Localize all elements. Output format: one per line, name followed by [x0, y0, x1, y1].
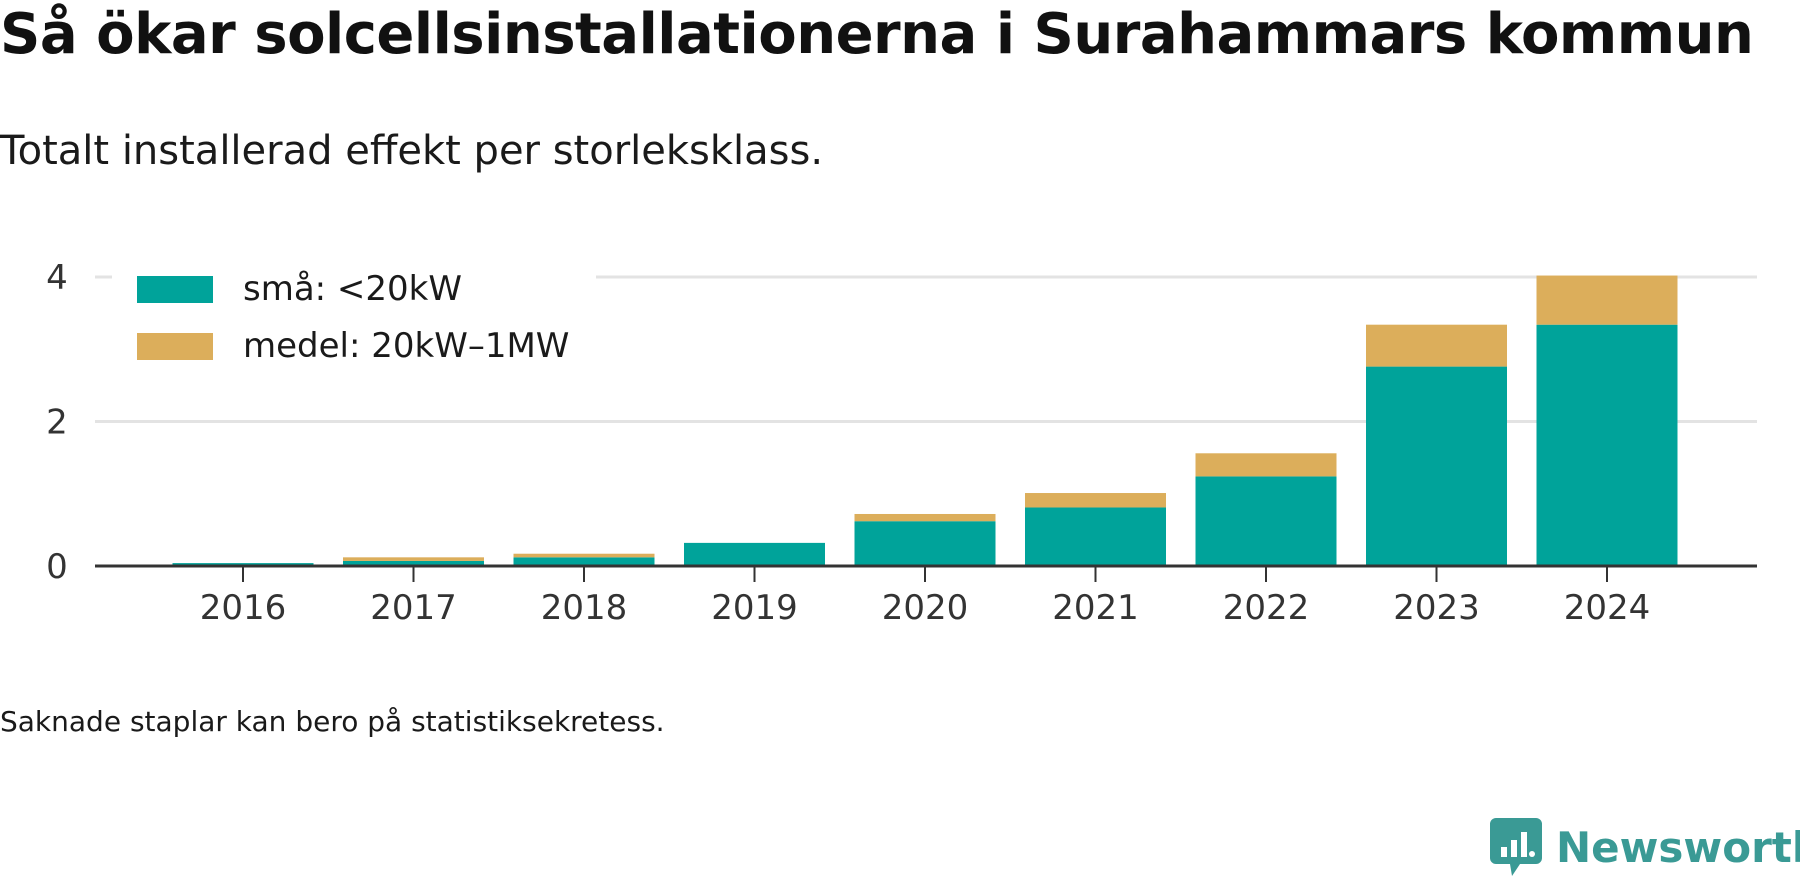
x-tick-label: 2016: [200, 588, 287, 628]
y-tick-label: 4: [46, 258, 68, 298]
bar-segment-medel-2023: [1366, 324, 1507, 367]
x-tick-label: 2023: [1393, 588, 1480, 628]
bar-segment-medel-2024: [1536, 275, 1678, 325]
x-tick-label: 2020: [882, 588, 969, 628]
legend-swatch: [137, 333, 213, 360]
axes: 0 2 4 2016 2017 2018 2019 2020 2021 2022 2023 2024: [46, 258, 1757, 628]
bar-segment-medel-2021: [1025, 493, 1166, 508]
chart-subtitle: Totalt installerad effekt per storlekskl…: [0, 128, 824, 174]
bar-segment-medel-2018: [513, 553, 655, 558]
bar-segment-sma-2018: [513, 557, 655, 566]
x-tick-label: 2021: [1052, 588, 1139, 628]
brand-logo: Newsworthy: [1490, 818, 1800, 876]
y-tick-label: 2: [46, 403, 68, 443]
legend-label: små: <20kW: [243, 269, 462, 309]
x-tick-label: 2017: [370, 588, 457, 628]
legend-swatch: [137, 276, 213, 303]
y-tick-label: 0: [46, 547, 68, 587]
newsworthy-logo-icon: [1490, 818, 1542, 876]
x-tick-label: 2019: [711, 588, 798, 628]
bar-segment-sma-2017: [343, 560, 484, 566]
legend-label: medel: 20kW–1MW: [243, 326, 569, 366]
bar-segment-medel-2017: [343, 557, 484, 561]
chart-title: Så ökar solcellsinstallationerna i Surah…: [0, 2, 1754, 67]
x-tick-label: 2022: [1223, 588, 1310, 628]
brand-name: Newsworthy: [1556, 822, 1800, 872]
x-tick-label: 2024: [1564, 588, 1651, 628]
bar-segment-medel-2022: [1195, 453, 1337, 477]
x-tick-label: 2018: [541, 588, 628, 628]
bar-segment-sma-2019: [684, 542, 825, 566]
bar-segment-medel-2020: [854, 513, 996, 522]
footnote: Saknade staplar kan bero på statistiksek…: [0, 705, 665, 738]
bar-segment-sma-2020: [854, 521, 996, 566]
bar-segment-sma-2021: [1025, 507, 1166, 566]
bar-segment-sma-2022: [1195, 476, 1337, 566]
bars: [172, 275, 1678, 566]
bar-segment-sma-2024: [1536, 324, 1678, 566]
legend: små: <20kW medel: 20kW–1MW: [112, 256, 596, 376]
bar-segment-sma-2023: [1366, 366, 1507, 566]
